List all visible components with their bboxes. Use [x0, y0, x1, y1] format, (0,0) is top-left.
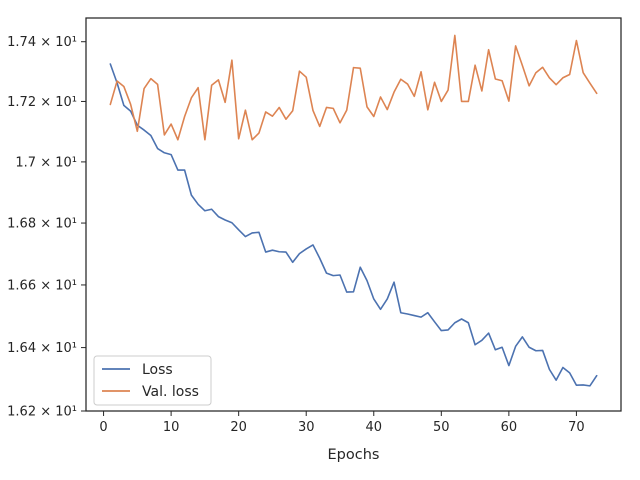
- y-tick-label: 1.72 × 10¹: [7, 95, 77, 110]
- x-tick-label: 10: [163, 420, 180, 435]
- y-tick-label: 1.74 × 10¹: [7, 35, 77, 50]
- legend-label-val-loss: Val. loss: [142, 384, 199, 400]
- x-tick-label: 50: [433, 420, 450, 435]
- x-tick-label: 20: [230, 420, 247, 435]
- series-line-loss: [109, 63, 598, 387]
- plot-lines: [109, 34, 598, 387]
- y-tick-label: 1.62 × 10¹: [7, 405, 77, 420]
- x-tick-label: 60: [501, 420, 518, 435]
- legend-label-loss: Loss: [142, 362, 173, 378]
- y-tick-label: 1.7 × 10¹: [15, 155, 77, 170]
- y-tick-label: 1.64 × 10¹: [7, 341, 77, 356]
- x-tick-label: 0: [99, 420, 107, 435]
- legend: Loss Val. loss: [93, 355, 212, 406]
- y-tick-label: 1.68 × 10¹: [7, 217, 77, 232]
- y-axis-ticks: 1.62 × 10¹ 1.64 × 10¹ 1.66 × 10¹ 1.68 × 10¹…: [7, 35, 86, 420]
- x-tick-label: 70: [568, 420, 585, 435]
- x-tick-label: 30: [298, 420, 315, 435]
- x-axis-label: Epochs: [328, 447, 380, 463]
- x-tick-label: 40: [365, 420, 382, 435]
- x-axis-ticks: 0 10 20 30 40 50 60 70: [99, 411, 585, 435]
- series-line-val-loss: [109, 34, 598, 141]
- y-tick-label: 1.66 × 10¹: [7, 278, 77, 293]
- plot-frame: [85, 17, 622, 412]
